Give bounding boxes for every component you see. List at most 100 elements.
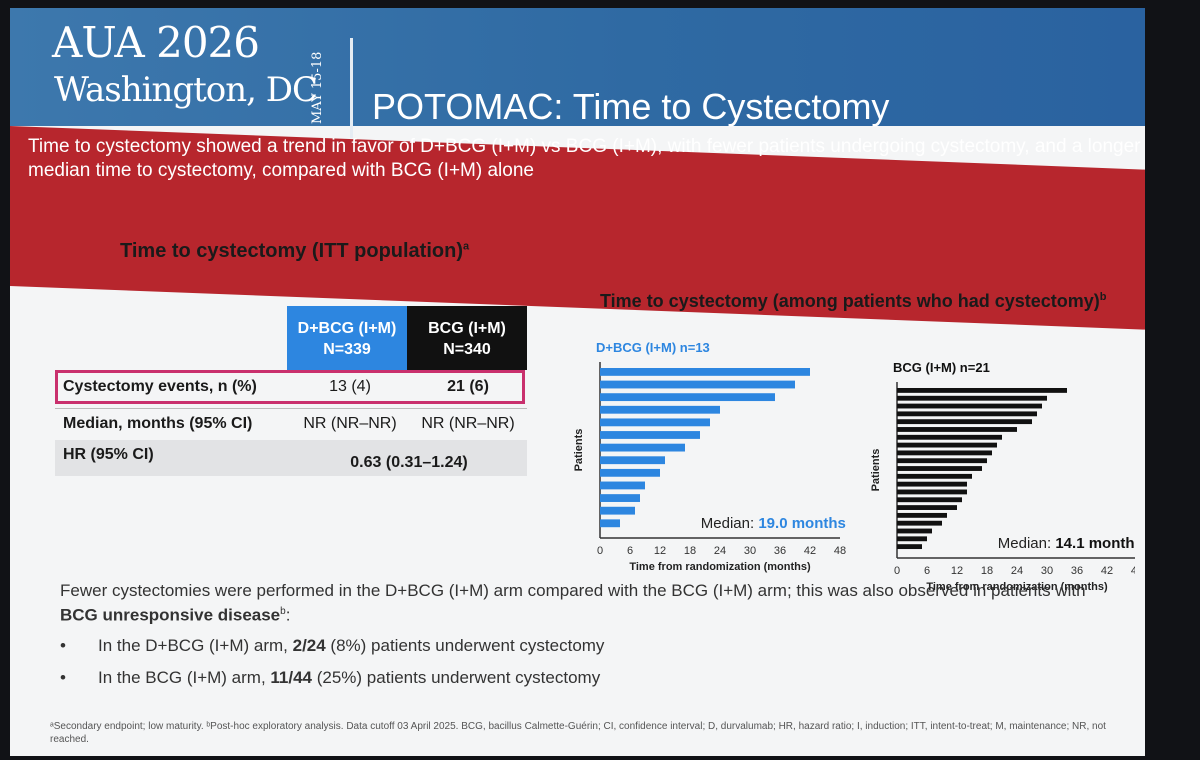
bcg-x-tick-label: 12 bbox=[951, 565, 963, 577]
dbcg-x-tick-label: 30 bbox=[744, 545, 756, 557]
bcg-bar bbox=[897, 411, 1037, 417]
chart-bcg: BCG (I+M) n=21 0 6 12 18 24 30 36 42 48 Time from … bbox=[870, 360, 1135, 593]
key-message-text: Time to cystectomy showed a trend in fav… bbox=[28, 136, 1141, 181]
dbcg-bar bbox=[600, 405, 720, 414]
charts-title: Time to cystectomy (among patients who h… bbox=[600, 291, 1107, 312]
bcg-bar bbox=[897, 427, 1017, 432]
dbcg-y-axis-label: Patients bbox=[573, 429, 585, 472]
slide-header: AUA 2026 Washington, DC MAY 15-18 bbox=[10, 8, 1145, 138]
table-title: Time to cystectomy (ITT population)a bbox=[120, 240, 469, 263]
cell-bcg: 21 (6) bbox=[447, 378, 489, 395]
slide-title: POTOMAC: Time to Cystectomy bbox=[372, 86, 890, 127]
cell-bcg: NR (NR–NR) bbox=[421, 415, 515, 432]
bcg-x-tick-label: 42 bbox=[1101, 565, 1113, 577]
bcg-bar bbox=[897, 497, 962, 503]
bullet-text-end: (8%) patients underwent cystectomy bbox=[325, 636, 605, 655]
dbcg-chart-title: D+BCG (I+M) n=13 bbox=[596, 340, 710, 355]
bullet-text-end: (25%) patients underwent cystectomy bbox=[312, 668, 601, 687]
dbcg-x-tick-label: 42 bbox=[804, 545, 816, 557]
column-header-bcg-n: N=340 bbox=[443, 341, 491, 358]
dbcg-x-axis-label: Time from randomization (months) bbox=[629, 561, 811, 573]
bcg-x-tick-label: 30 bbox=[1041, 565, 1053, 577]
bcg-bar bbox=[897, 466, 982, 471]
table-title-footnote-mark: a bbox=[463, 240, 470, 253]
bcg-x-axis-label: Time from randomization (months) bbox=[926, 581, 1108, 593]
bcg-bar bbox=[897, 395, 1047, 401]
bcg-chart-title: BCG (I+M) n=21 bbox=[893, 360, 990, 375]
bullet-bold: 2/24 bbox=[292, 636, 326, 655]
header-divider bbox=[350, 38, 353, 138]
dbcg-median-annotation: Median: 19.0 months bbox=[701, 515, 846, 532]
chart-dbcg: D+BCG (I+M) n=13 0 6 12 18 24 30 36 42 48 Time fro… bbox=[573, 340, 846, 573]
dbcg-bar bbox=[600, 494, 640, 502]
bcg-bar bbox=[897, 505, 957, 510]
charts-title-text: Time to cystectomy (among patients who h… bbox=[600, 291, 1100, 311]
slide: AUA 2026 Washington, DC MAY 15-18 POTOMA… bbox=[10, 8, 1145, 756]
row-label: Median, months (95% CI) bbox=[63, 415, 253, 432]
column-header-dbcg-name: D+BCG (I+M) bbox=[297, 320, 397, 337]
column-header-bcg-name: BCG (I+M) bbox=[428, 320, 506, 337]
bcg-bar bbox=[897, 442, 997, 448]
column-header-dbcg: D+BCG (I+M) N=339 bbox=[287, 306, 407, 370]
dbcg-x-tick-label: 12 bbox=[654, 545, 666, 557]
row-label: Cystectomy events, n (%) bbox=[63, 378, 257, 395]
bullet-text: In the BCG (I+M) arm, bbox=[98, 668, 271, 687]
bcg-x-tick-label: 48 bbox=[1131, 565, 1135, 577]
dbcg-bar bbox=[600, 443, 685, 452]
dbcg-median-value: 19.0 months bbox=[758, 515, 846, 532]
conference-logo-location: Washington, DC bbox=[54, 70, 318, 110]
bcg-x-tick-label: 36 bbox=[1071, 565, 1083, 577]
table-title-text: Time to cystectomy (ITT population) bbox=[120, 240, 463, 262]
conference-dates: MAY 15-18 bbox=[310, 51, 325, 124]
bcg-bar bbox=[897, 489, 967, 495]
bcg-bar bbox=[897, 544, 922, 550]
bullet-text: In the D+BCG (I+M) arm, bbox=[98, 636, 293, 655]
bcg-bar bbox=[897, 450, 992, 456]
row-label: HR (95% CI) bbox=[63, 446, 154, 463]
bcg-median-label: Median: bbox=[998, 535, 1056, 552]
bcg-bar bbox=[897, 481, 967, 487]
dbcg-bar bbox=[600, 380, 795, 389]
bcg-bar bbox=[897, 536, 927, 542]
charts-title-footnote-mark: b bbox=[1099, 291, 1107, 303]
summary-footnote-mark: b bbox=[280, 606, 286, 617]
bcg-bar bbox=[897, 528, 932, 534]
bcg-x-tick-label: 0 bbox=[894, 565, 900, 577]
dbcg-x-tick-label: 6 bbox=[627, 545, 633, 557]
dbcg-bar bbox=[600, 456, 665, 465]
dbcg-x-tick-label: 0 bbox=[597, 545, 603, 557]
bcg-bar bbox=[897, 388, 1067, 393]
dbcg-x-tick-label: 24 bbox=[714, 545, 726, 557]
bcg-bar bbox=[897, 403, 1042, 409]
bullet-bold: 11/44 bbox=[270, 668, 313, 687]
summary-intro: Fewer cystectomies were performed in the… bbox=[60, 581, 1086, 600]
footnote: ᵃSecondary endpoint; low maturity. ᵇPost… bbox=[50, 721, 1106, 745]
bullet-marker: • bbox=[60, 668, 66, 687]
bcg-bar bbox=[897, 458, 987, 464]
bcg-bar bbox=[897, 520, 942, 526]
cell-dbcg: 13 (4) bbox=[329, 378, 371, 395]
bcg-bar bbox=[897, 473, 972, 479]
bcg-median-annotation: Median: 14.1 months bbox=[998, 535, 1135, 552]
dbcg-x-tick-label: 48 bbox=[834, 545, 846, 557]
table-row: HR (95% CI) 0.63 (0.31–1.24) bbox=[55, 440, 527, 476]
summary-intro-bold: BCG unresponsive disease bbox=[60, 605, 281, 625]
bcg-bar bbox=[897, 434, 1002, 440]
dbcg-bar bbox=[600, 431, 700, 439]
bcg-y-axis-label: Patients bbox=[870, 449, 882, 492]
column-header-bcg: BCG (I+M) N=340 bbox=[407, 306, 527, 370]
bcg-median-value: 14.1 months bbox=[1055, 535, 1135, 552]
cell-dbcg: NR (NR–NR) bbox=[303, 415, 397, 432]
column-header-dbcg-n: N=339 bbox=[323, 341, 371, 358]
dbcg-bar bbox=[600, 368, 810, 376]
summary-paragraph: Fewer cystectomies were performed in the… bbox=[60, 580, 1120, 626]
dbcg-bar bbox=[600, 468, 660, 477]
dbcg-bar bbox=[600, 418, 710, 427]
bullet-marker: • bbox=[60, 636, 66, 655]
dbcg-bar bbox=[600, 519, 620, 528]
bcg-x-tick-label: 6 bbox=[924, 565, 930, 577]
dbcg-x-tick-label: 36 bbox=[774, 545, 786, 557]
dbcg-bar bbox=[600, 393, 775, 402]
dbcg-x-tick-label: 18 bbox=[684, 545, 696, 557]
dbcg-bar bbox=[600, 506, 635, 515]
